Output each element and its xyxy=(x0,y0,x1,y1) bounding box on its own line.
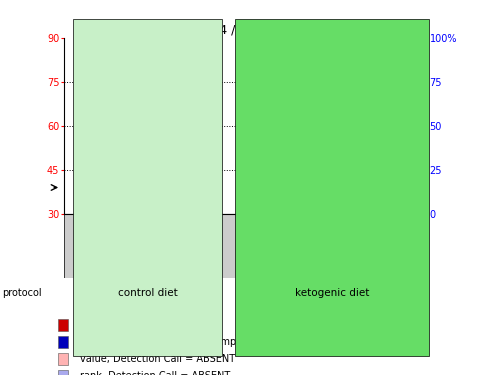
Bar xyxy=(332,158,349,164)
Bar xyxy=(203,49,221,214)
Bar xyxy=(235,164,253,170)
Bar xyxy=(139,161,156,166)
Bar xyxy=(300,135,317,214)
Bar xyxy=(364,87,382,214)
Text: GSM19300: GSM19300 xyxy=(78,215,87,264)
Text: protocol: protocol xyxy=(2,288,42,297)
Bar xyxy=(171,161,188,166)
Bar xyxy=(396,147,414,152)
Text: GSM19309: GSM19309 xyxy=(368,215,377,264)
Bar xyxy=(396,111,414,214)
Bar xyxy=(74,105,92,214)
Bar xyxy=(58,319,68,331)
Bar xyxy=(106,147,124,152)
Text: rank, Detection Call = ABSENT: rank, Detection Call = ABSENT xyxy=(80,371,229,375)
Bar xyxy=(267,152,285,214)
Bar xyxy=(332,126,349,214)
Bar xyxy=(58,370,68,375)
Bar xyxy=(58,336,68,348)
Text: GSM19302: GSM19302 xyxy=(143,215,152,264)
Text: GSM19304: GSM19304 xyxy=(207,215,216,264)
Bar xyxy=(364,129,382,134)
Text: GSM19305: GSM19305 xyxy=(240,215,248,264)
Text: control diet: control diet xyxy=(118,288,177,297)
Bar xyxy=(74,147,92,152)
Text: count: count xyxy=(80,320,107,330)
Text: GSM19307: GSM19307 xyxy=(304,215,313,264)
Text: GSM19308: GSM19308 xyxy=(336,215,345,264)
Bar xyxy=(235,170,253,214)
Bar xyxy=(171,135,188,214)
Text: GSM19310: GSM19310 xyxy=(401,215,410,264)
Bar xyxy=(106,87,124,214)
Bar xyxy=(300,149,317,155)
Title: GDS954 / 1390162_at: GDS954 / 1390162_at xyxy=(175,23,313,36)
Text: value, Detection Call = ABSENT: value, Detection Call = ABSENT xyxy=(80,354,234,364)
Text: GSM19306: GSM19306 xyxy=(272,215,281,264)
Bar xyxy=(139,132,156,214)
Text: GSM19301: GSM19301 xyxy=(111,215,120,264)
Text: percentile rank within the sample: percentile rank within the sample xyxy=(80,337,244,347)
Text: ketogenic diet: ketogenic diet xyxy=(294,288,368,297)
Bar xyxy=(203,129,221,134)
Text: GSM19303: GSM19303 xyxy=(175,215,184,264)
Bar xyxy=(58,353,68,365)
Bar xyxy=(267,164,285,170)
